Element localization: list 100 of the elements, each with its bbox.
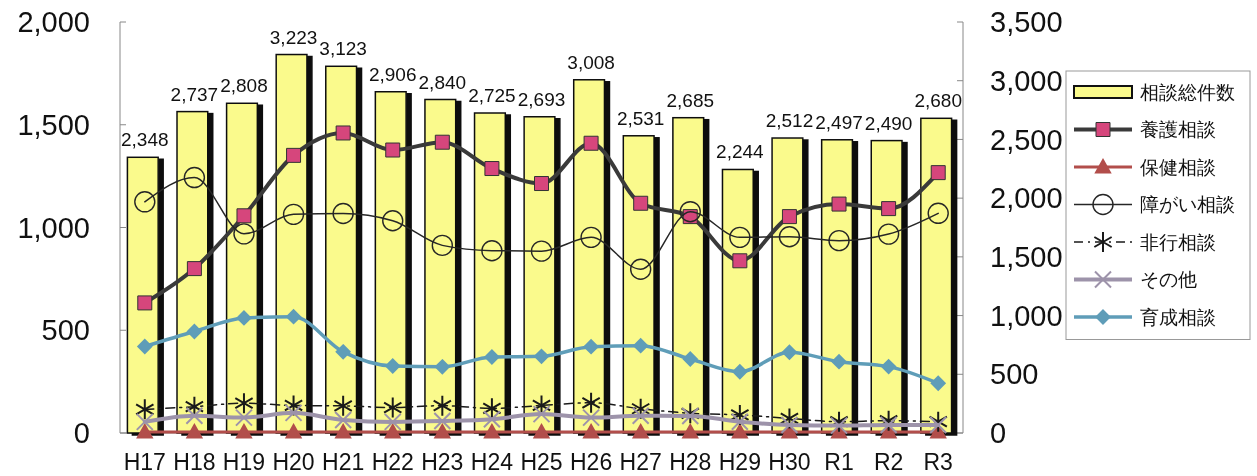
point [730, 403, 750, 426]
x-tick-label: H23 [421, 449, 464, 475]
y2-tick-label: 0 [990, 417, 1007, 450]
point [235, 423, 252, 439]
legend-label: 養護相談 [1140, 119, 1216, 141]
point [829, 410, 849, 433]
data-label: 2,490 [864, 112, 913, 134]
point [137, 295, 153, 311]
point [679, 201, 701, 223]
point [632, 423, 649, 439]
point [481, 240, 503, 262]
point [532, 405, 551, 424]
point [831, 354, 847, 370]
point [385, 142, 401, 158]
x-tick-label: H28 [669, 449, 712, 475]
x-tick-label: H21 [322, 449, 365, 475]
point [682, 423, 699, 439]
data-label: 2,685 [666, 89, 715, 111]
point [236, 310, 252, 326]
data-label: 3,223 [269, 26, 318, 48]
y-tick-label: 500 [41, 314, 90, 347]
x-tick-label: H27 [619, 449, 662, 475]
x-tick-label: H20 [272, 449, 315, 475]
legend-label: 相談総件数 [1140, 81, 1235, 103]
point [484, 161, 500, 177]
point [332, 202, 354, 225]
point [781, 344, 797, 360]
point [779, 407, 800, 430]
point [929, 415, 948, 434]
y2-tick-label: 3,000 [990, 64, 1063, 97]
point [732, 364, 748, 380]
point [732, 253, 748, 269]
point [881, 359, 897, 375]
data-label: 2,497 [815, 111, 863, 133]
point [878, 409, 899, 432]
point [286, 309, 302, 325]
point [134, 191, 156, 213]
point [930, 165, 946, 181]
point [583, 339, 599, 355]
data-label: 2,906 [368, 63, 417, 85]
legend-label: 保健相談 [1140, 156, 1216, 178]
point [879, 415, 898, 434]
point [881, 201, 897, 217]
point [780, 415, 799, 434]
point [434, 359, 450, 375]
point [335, 423, 352, 439]
y2-tick-label: 500 [990, 358, 1039, 391]
point [333, 394, 353, 417]
point [433, 412, 452, 431]
x-tick-label: R1 [824, 449, 854, 475]
point [334, 411, 353, 430]
point [335, 344, 351, 360]
point [384, 423, 401, 439]
point [236, 208, 252, 224]
data-label: 2,680 [914, 90, 962, 112]
y2-tick-label: 1,000 [990, 299, 1063, 332]
point [484, 349, 500, 365]
point [335, 125, 351, 141]
point [434, 134, 450, 150]
x-tick-label: H29 [718, 449, 761, 475]
legend-label: その他 [1140, 269, 1197, 291]
point [382, 210, 404, 232]
data-label: 3,123 [319, 38, 367, 60]
point [183, 166, 206, 189]
data-label: 2,693 [517, 88, 566, 110]
point [781, 209, 797, 225]
x-tick-label: R3 [923, 449, 953, 475]
x-tick-label: H26 [569, 449, 613, 475]
x-tick-label: H17 [123, 449, 166, 475]
point [633, 338, 649, 354]
y2-tick-label: 2,000 [990, 182, 1063, 215]
point [383, 396, 403, 419]
x-tick-label: R2 [873, 449, 904, 475]
point [186, 261, 202, 277]
y-tick-label: 1,000 [17, 211, 90, 244]
point [284, 403, 303, 422]
point [831, 196, 847, 212]
point [583, 135, 599, 151]
point [730, 412, 749, 431]
point [482, 410, 501, 429]
data-label: 2,512 [765, 110, 814, 132]
y2-tick-label: 1,500 [990, 241, 1063, 274]
point [534, 348, 549, 364]
data-label: 2,244 [716, 141, 765, 163]
data-label: 2,725 [468, 85, 516, 107]
point [828, 229, 850, 252]
x-tick-label: H22 [371, 449, 414, 475]
point [877, 223, 900, 245]
point [483, 423, 500, 439]
point [135, 398, 155, 421]
point [631, 397, 651, 420]
point [581, 391, 601, 414]
y-tick-label: 0 [73, 417, 90, 450]
point [234, 408, 253, 427]
point [186, 323, 202, 339]
point [530, 240, 553, 262]
point [482, 397, 502, 420]
y-tick-label: 2,000 [17, 6, 90, 39]
point [731, 423, 748, 439]
point [629, 258, 652, 280]
